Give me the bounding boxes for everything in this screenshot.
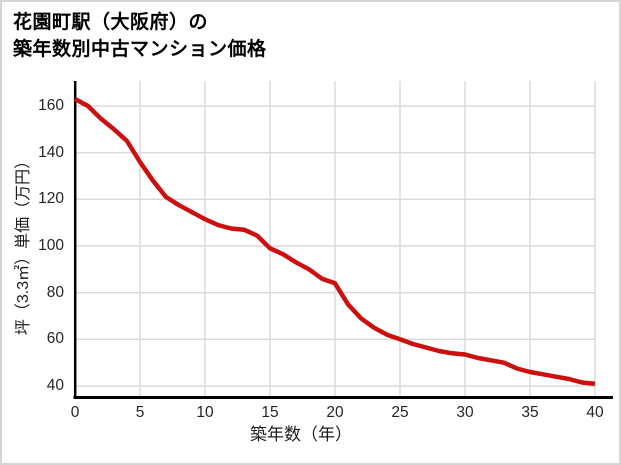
y-tick-label: 120: [38, 190, 64, 208]
chart-title: 花園町駅（大阪府）の 築年数別中古マンション価格: [13, 9, 267, 63]
x-tick-label: 35: [521, 404, 539, 421]
x-tick-label: 5: [135, 404, 145, 421]
x-tick-label: 25: [391, 404, 409, 421]
x-tick-label: 10: [196, 404, 214, 421]
x-axis-title: 築年数（年）: [250, 425, 352, 444]
y-tick-label: 40: [46, 377, 64, 394]
y-tick-label: 60: [46, 330, 64, 348]
price-line-series: [73, 97, 596, 386]
y-tick-label: 160: [38, 97, 64, 114]
x-tick-label: 15: [261, 404, 279, 421]
x-tick-label: 20: [326, 404, 344, 421]
y-tick-label: 140: [38, 143, 64, 161]
chart-title-line2: 築年数別中古マンション価格: [13, 39, 267, 60]
y-tick-label: 80: [46, 283, 64, 301]
x-tick-label: 40: [586, 404, 604, 421]
chart-title-line1: 花園町駅（大阪府）の: [13, 12, 209, 33]
y-tick-label: 100: [38, 237, 64, 254]
x-tick-label: 0: [70, 404, 80, 421]
x-tick-label: 30: [456, 404, 474, 421]
